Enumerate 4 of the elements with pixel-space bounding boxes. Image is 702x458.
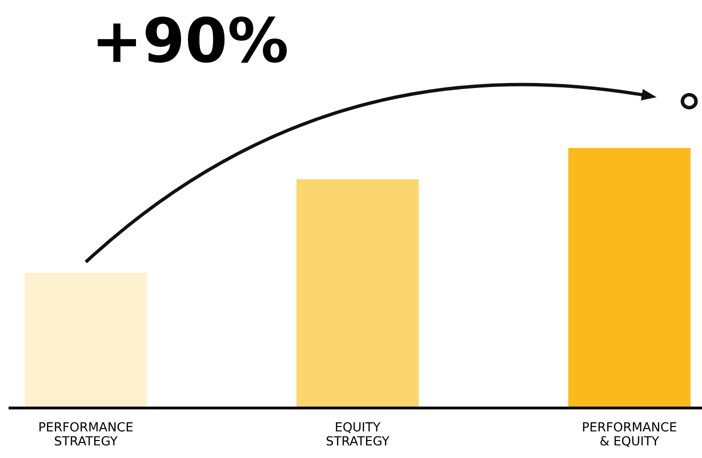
- x-tick-label: PERFORMANCE & EQUITY: [583, 422, 676, 447]
- x-tick-label: PERFORMANCE STRATEGY: [39, 422, 133, 446]
- x-tick-label: EQUITY STRATEGY: [326, 422, 390, 446]
- text: +90%: [98, 16, 287, 63]
